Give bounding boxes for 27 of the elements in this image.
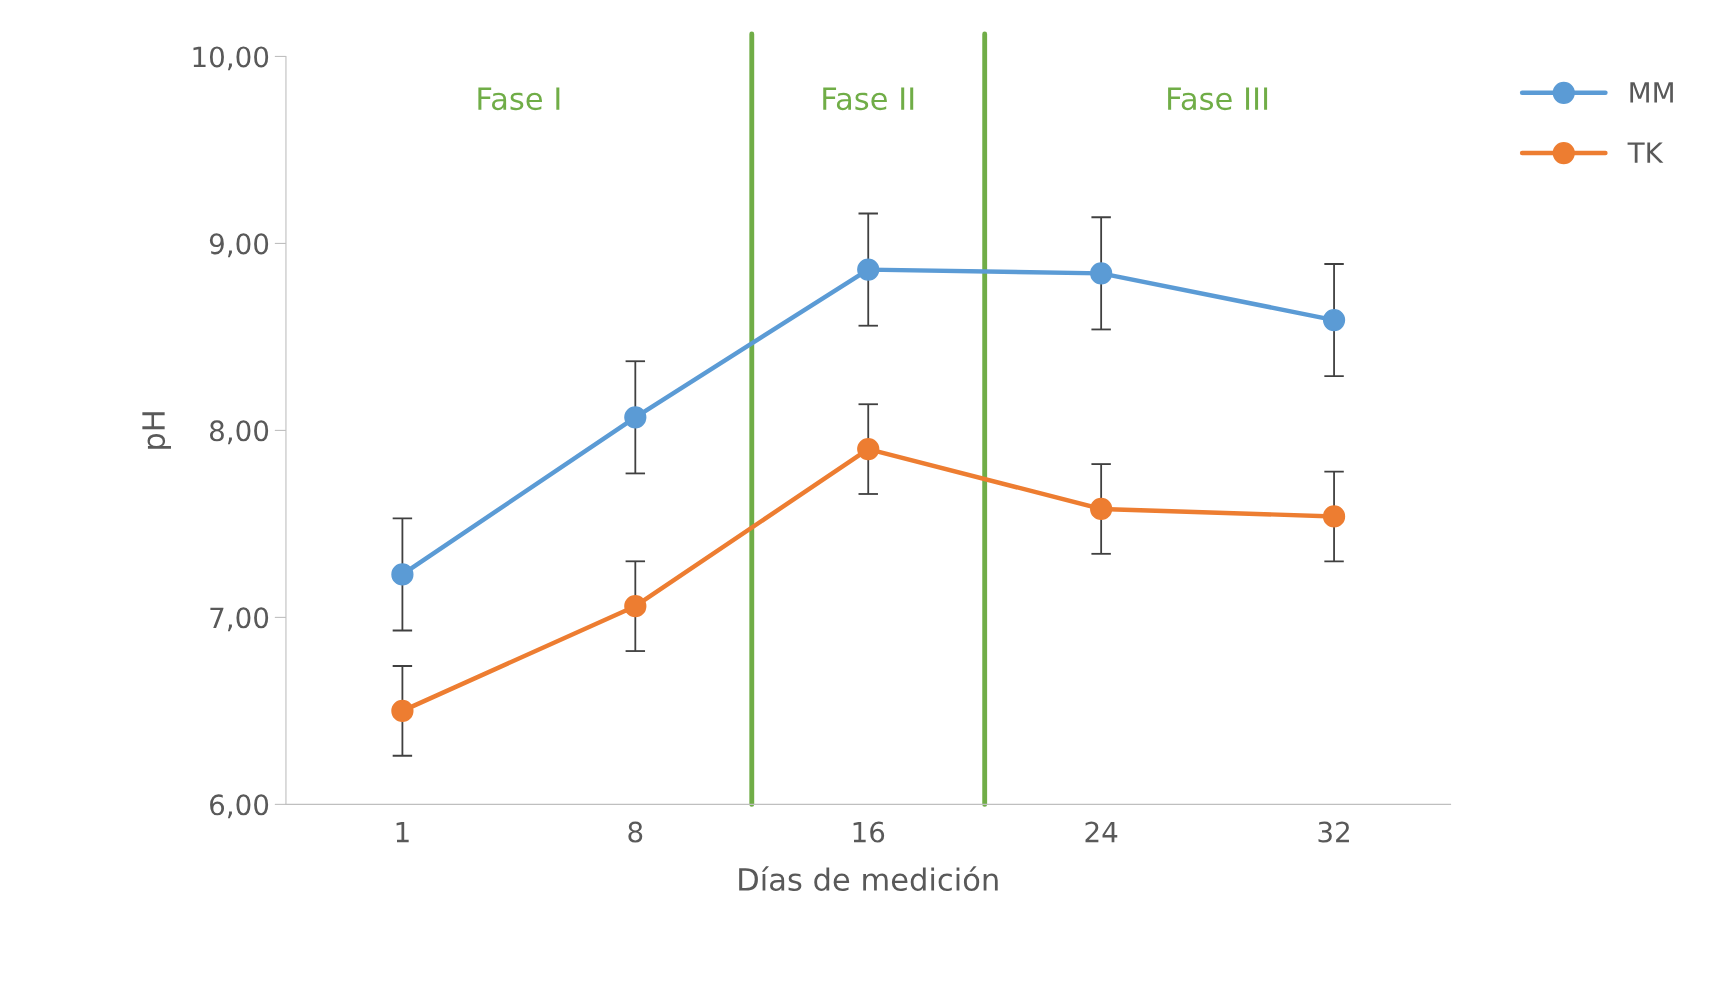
annotation: Fase I <box>478 87 560 111</box>
point <box>624 406 647 429</box>
legend-label: MM <box>1630 82 1673 103</box>
y-tick-label: 10,00 <box>193 46 269 71</box>
x-axis-title: Días de medición <box>739 866 998 892</box>
x-tick-label: 24 <box>1085 821 1118 843</box>
y-tick-label: 9,00 <box>209 233 269 258</box>
y-tick-label: 8,00 <box>210 420 269 445</box>
x-tick-label: 1 <box>396 821 409 843</box>
x-tick-label: 16 <box>853 821 885 843</box>
point <box>1090 262 1113 285</box>
y-tick-label: 6,00 <box>210 794 269 819</box>
point <box>624 595 647 618</box>
point <box>857 258 880 281</box>
point <box>391 563 414 586</box>
annotation: Fase III <box>1168 87 1268 111</box>
point <box>1322 505 1346 528</box>
point <box>857 438 880 461</box>
legend-label: TK <box>1627 142 1664 163</box>
point <box>1090 497 1113 521</box>
x-tick-label: 32 <box>1318 821 1349 843</box>
annotation: Fase II <box>823 87 914 111</box>
point <box>391 699 414 723</box>
x-tick-label: 8 <box>628 821 643 843</box>
y-axis-title: pH <box>142 412 172 449</box>
y-tick-label: 7,00 <box>210 607 269 632</box>
point <box>1322 308 1346 332</box>
